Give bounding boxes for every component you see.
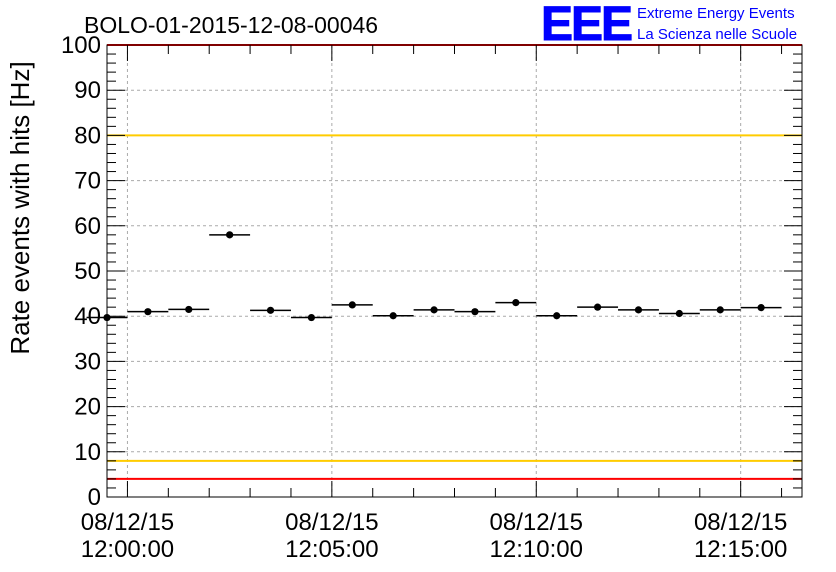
y-tick-label: 20 [74, 394, 101, 421]
point-marker [553, 312, 561, 320]
y-tick-label: 100 [61, 32, 101, 59]
point-marker [389, 312, 397, 320]
tick-labels: 010203040506070809010008/12/1512:00:0008… [61, 32, 787, 563]
logo-line1: Extreme Energy Events [637, 5, 795, 22]
data-point [168, 305, 210, 314]
x-tick-label-date: 08/12/15 [81, 509, 174, 536]
data-point [209, 231, 251, 239]
x-tick-label-time: 12:00:00 [81, 536, 174, 563]
point-marker [185, 305, 193, 314]
data-point [127, 308, 169, 316]
point-marker [307, 313, 316, 322]
data-point [536, 312, 578, 320]
point-marker [675, 309, 683, 318]
logo-letters: EEE [541, 0, 632, 51]
point-marker [593, 303, 602, 311]
y-axis-label: Rate events with hits [Hz] [5, 61, 35, 354]
data-point [454, 308, 496, 316]
y-tick-label: 50 [74, 258, 101, 285]
x-tick-label-date: 08/12/15 [694, 509, 787, 536]
y-tick-label: 60 [74, 213, 101, 240]
y-tick-label: 80 [74, 122, 101, 149]
data-point [495, 299, 537, 307]
point-marker [226, 231, 234, 239]
x-tick-label-time: 12:10:00 [490, 536, 583, 563]
point-marker [430, 306, 438, 314]
point-marker [348, 301, 356, 309]
logo-line2: La Scienza nelle Scuole [637, 26, 797, 43]
reference-lines [107, 44, 802, 480]
data-point [577, 303, 619, 311]
grid [107, 45, 802, 497]
data-point [290, 313, 332, 322]
eee-logo: EEE Extreme Energy Events La Scienza nel… [541, 0, 798, 52]
y-tick-label: 90 [74, 77, 101, 104]
y-tick-label: 0 [88, 484, 101, 511]
data-point [372, 312, 414, 320]
point-marker [716, 306, 724, 314]
point-marker [757, 304, 765, 312]
data-point [618, 306, 659, 314]
x-tick-label-date: 08/12/15 [490, 509, 583, 536]
point-marker [266, 306, 275, 314]
point-marker [144, 308, 152, 316]
x-tick-label-date: 08/12/15 [285, 509, 378, 536]
x-tick-label-time: 12:05:00 [285, 536, 378, 563]
data-points [86, 231, 782, 322]
data-point [331, 301, 373, 309]
axis-ticks [107, 44, 802, 498]
y-tick-label: 70 [74, 168, 101, 195]
point-marker [471, 308, 479, 316]
point-marker [512, 299, 520, 307]
chart-title: BOLO-01-2015-12-08-00046 [84, 12, 378, 38]
data-point [658, 309, 700, 318]
y-tick-label: 30 [74, 348, 101, 375]
data-point [250, 306, 291, 314]
data-point [413, 306, 455, 314]
data-point [699, 306, 741, 314]
data-point [740, 304, 782, 312]
x-tick-label-time: 12:15:00 [694, 536, 787, 563]
y-tick-label: 10 [74, 439, 101, 466]
y-tick-label: 40 [74, 303, 101, 330]
point-marker [634, 306, 643, 314]
